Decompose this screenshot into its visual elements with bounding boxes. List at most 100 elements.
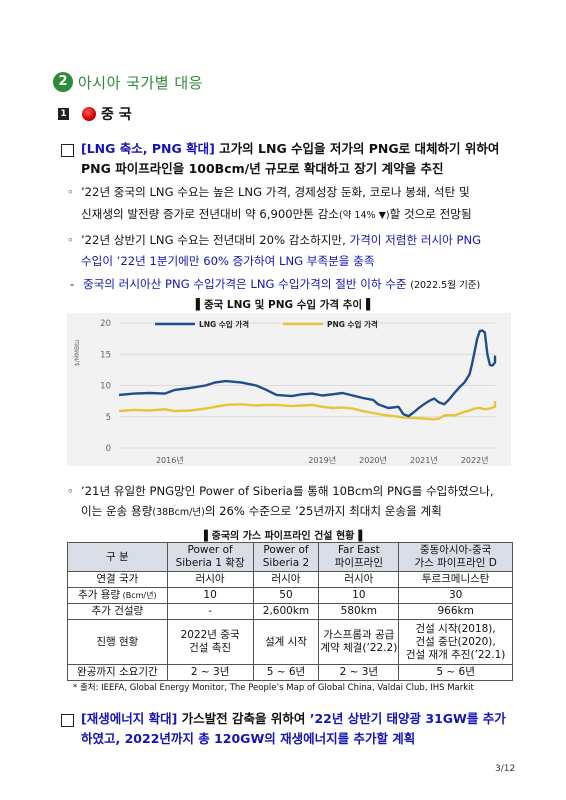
row-label-text: 진행 현황 <box>96 635 139 648</box>
item1-bracket: [LNG 축소, PNG 확대] <box>81 141 215 156</box>
table-cell-text: 2 ~ 3년 <box>190 666 230 678</box>
y-tick-label: 5 <box>106 413 111 423</box>
table-cell-text: 가스프롬과 공급 <box>323 629 395 641</box>
table-title: ▌중국의 가스 파이프라인 건설 현황▐ <box>203 531 363 542</box>
series-line-lng <box>118 329 497 418</box>
table-cell-text: 러시아 <box>195 573 225 585</box>
table-header-cell: Far East 파이프라인 <box>318 542 400 572</box>
item1-line1: [LNG 축소, PNG 확대] 고가의 LNG 수입을 저가의 PNG로 대체… <box>81 139 499 159</box>
table-row-label: 추가 건설량 <box>67 603 168 620</box>
y-tick-label: 20 <box>100 319 111 329</box>
table-cell: 5 ~ 6년 <box>252 664 320 681</box>
x-tick-label: 2020년 <box>359 455 387 465</box>
table-header-cell: Power of Siberia 2 <box>252 542 320 572</box>
table-cell: 건설 시작(2018), 건설 중단(2020), 건설 재개 추진(’22.1) <box>398 619 513 665</box>
bullet3-text-a: 이는 운송 용량 <box>81 504 153 518</box>
bullet2-text-a: ’22년 상반기 LNG 수요는 전년대비 20% 감소하지만, <box>81 233 350 247</box>
table-cell-text: 2,600km <box>262 605 310 617</box>
legend-label: LNG 수입 가격 <box>199 319 249 329</box>
table-cell-text: 5 ~ 6년 <box>266 666 306 678</box>
table-row: 진행 현황 2022년 중국 건설 촉진 설계 시작 가스프롬과 공급 계약 체결(’22… <box>67 619 513 665</box>
checkbox-square-icon <box>61 714 74 727</box>
table-header-cell: 중동아시아-중국 가스 파이프라인 D <box>398 542 513 572</box>
x-tick-label: 2022년 <box>461 455 489 465</box>
table-cell-text: 10 <box>203 589 217 601</box>
y-axis-label: $/MMBtu <box>74 340 81 367</box>
table-cell-text: 30 <box>448 589 463 601</box>
table-cell-text: 10 <box>352 589 366 601</box>
table-header-text: Power of <box>263 544 309 556</box>
y-tick-label: 15 <box>100 350 111 360</box>
table-row-label: 추가 용량 (Bcm/년) <box>67 587 168 604</box>
table-cell-text: 건설 시작(2018), <box>415 622 496 635</box>
table-cell-text: 건설 재개 추진(’22.1) <box>405 648 506 661</box>
x-tick-label: 2021년 <box>410 455 438 465</box>
price-line-chart: 0 5 10 15 20 $/MMBtu 2016년 2019년 2020년 2021년 2022년… <box>74 319 497 465</box>
chart-title: ▌중국 LNG 및 PNG 수입 가격 추이▐ <box>195 299 371 311</box>
table-row-label: 연결 국가 <box>67 571 168 588</box>
bullet1-text-c: 할 것으로 전망됨 <box>389 207 472 221</box>
table-cell-text: 설계 시작 <box>264 635 307 648</box>
bullet2-line1: ’22년 상반기 LNG 수요는 전년대비 20% 감소하지만, 가격이 저렴한… <box>81 231 481 250</box>
country-heading: 중 국 <box>101 107 132 123</box>
table-cell-text: 계약 체결(’22.2) <box>320 642 398 654</box>
bullet3-line1: ’21년 유일한 PNG망인 Power of Siberia를 통해 10Bc… <box>81 484 494 498</box>
y-tick-label: 10 <box>100 382 111 392</box>
table-cell: 설계 시작 <box>252 619 320 665</box>
table-row-label: 진행 현황 <box>67 619 168 665</box>
table-cell-text: 2 ~ 3년 <box>339 666 379 678</box>
table-cell: 30 <box>398 587 513 604</box>
table-cell: 580km <box>318 603 400 620</box>
item2-bracket: [재생에너지 확대] <box>81 711 178 726</box>
table-cell: 2,600km <box>252 603 320 620</box>
table-cell-text: 2022년 중국 <box>180 629 240 641</box>
table-cell-text: 5 ~ 6년 <box>436 666 475 678</box>
page-number: 3/12 <box>495 764 516 774</box>
legend-label: PNG 수입 가격 <box>327 319 378 329</box>
table-cell: 5 ~ 6년 <box>398 664 513 681</box>
item1-line1-text: 고가의 LNG 수입을 저가의 PNG로 대체하기 위하여 <box>214 141 500 156</box>
section-title: 아시아 국가별 대응 <box>78 74 203 92</box>
table-cell-text: 건설 중단(2020), <box>415 635 496 648</box>
item2-text-b: ’22년 상반기 태양광 31GW를 추가 <box>309 711 506 726</box>
row-label-text: 완공까지 소요기간 <box>77 666 158 678</box>
table-header-cell: 구 분 <box>67 542 168 572</box>
row-label-text: 추가 용량 <box>78 589 121 601</box>
table-header-text: 구 분 <box>106 550 129 563</box>
table-cell: 966km <box>398 603 513 620</box>
china-flag-icon <box>82 107 96 121</box>
table-row: 완공까지 소요기간 2 ~ 3년 5 ~ 6년 2 ~ 3년 5 ~ 6년 <box>67 664 513 681</box>
y-tick-label: 0 <box>106 444 111 454</box>
x-tick-label: 2016년 <box>156 455 184 465</box>
table-header-text: 가스 파이프라인 D <box>414 557 497 569</box>
bullet3-text-c: 의 26% 수준으로 ’25년까지 최대치 운송을 계획 <box>204 504 442 518</box>
item2-line2: 하였고, 2022년까지 총 120GW의 재생에너지를 추가할 계획 <box>81 731 416 746</box>
table-cell: - <box>166 603 254 620</box>
bullet-dot-icon: ◦ <box>67 233 74 247</box>
section-number-badge: 2 <box>53 72 73 92</box>
table-header-text: Siberia 1 확장 <box>175 557 245 569</box>
table-row: 연결 국가 러시아 러시아 러시아 투르크메니스탄 <box>67 571 513 588</box>
bullet3-text-b: (38Bcm/년) <box>152 507 205 518</box>
bullet2-line2: 수입이 ’22년 1분기에만 60% 증가하여 LNG 부족분을 충족 <box>81 254 375 268</box>
bullet3-line2: 이는 운송 용량(38Bcm/년)의 26% 수준으로 ’25년까지 최대치 운… <box>81 502 442 522</box>
table-cell-text: 건설 촉진 <box>189 642 232 654</box>
table-cell: 2022년 중국 건설 촉진 <box>166 619 254 665</box>
table-cell-text: 966km <box>437 605 474 617</box>
table-cell-text: 러시아 <box>344 573 374 585</box>
chart-frame: 0 5 10 15 20 $/MMBtu 2016년 2019년 2020년 2021년 2022년… <box>67 313 511 466</box>
table-header-text: Far East <box>337 544 380 556</box>
bullet2-text-b: 가격이 저렴한 러시아 PNG <box>349 233 482 247</box>
dash1-text: 중국의 러시아산 PNG 수입가격은 LNG 수입가격의 절반 이하 수준 <box>83 277 407 291</box>
row-label-text: 연결 국가 <box>96 573 139 585</box>
table-cell: 2 ~ 3년 <box>318 664 400 681</box>
table-header-text: 파이프라인 <box>334 557 383 569</box>
table-row-label: 완공까지 소요기간 <box>67 664 168 681</box>
table-header-text: Power of <box>187 544 233 556</box>
table-cell-text: 러시아 <box>271 573 301 585</box>
pipeline-table: 구 분 Power of Siberia 1 확장 Power of Siberia 2… <box>67 542 513 681</box>
row-label-text: 추가 건설량 <box>91 605 144 617</box>
table-header-cell: Power of Siberia 1 확장 <box>166 542 254 572</box>
bullet1-text-b: (약 14% ▼) <box>338 210 390 221</box>
table-cell: 10 <box>166 587 254 604</box>
